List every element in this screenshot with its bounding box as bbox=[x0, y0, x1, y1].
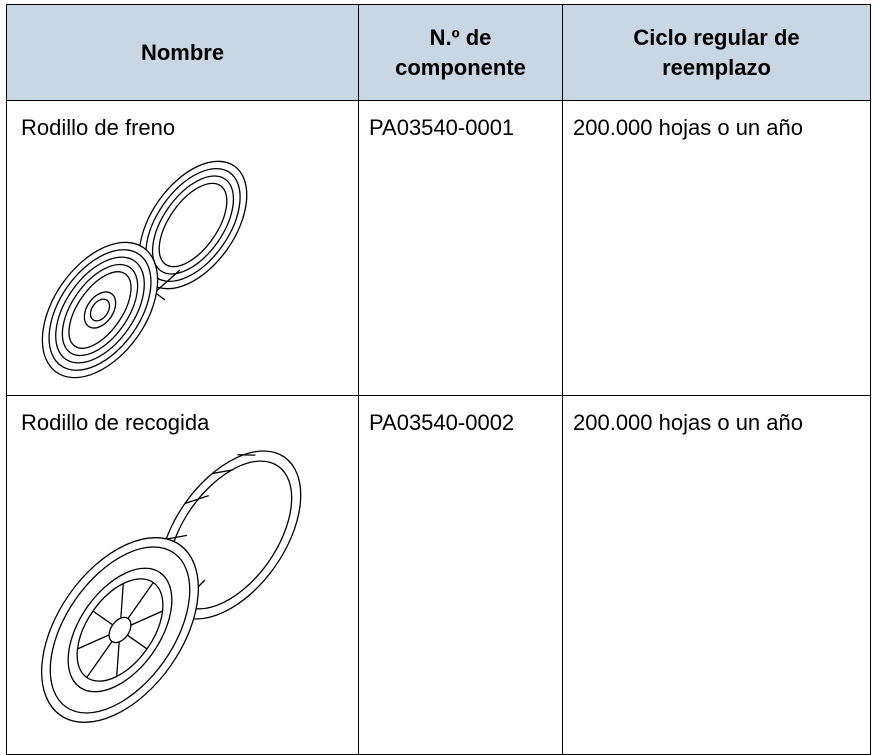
header-text: componente bbox=[395, 54, 526, 80]
cycle: 200.000 hojas o un año bbox=[573, 115, 803, 140]
cell: 200.000 hojas o un año bbox=[562, 100, 871, 396]
part-name: Rodillo de freno bbox=[21, 115, 176, 140]
header-text: N.º de bbox=[429, 24, 492, 50]
part-number: PA03540-0002 bbox=[369, 410, 515, 435]
header-text: reemplazo bbox=[662, 54, 771, 80]
part-name: Rodillo de recogida bbox=[21, 410, 210, 435]
brake-roller-illustration bbox=[41, 160, 248, 379]
cell: PA03540-0001 bbox=[358, 100, 563, 396]
pick-roller-illustration bbox=[41, 450, 302, 723]
header-text: Ciclo regular de bbox=[633, 24, 800, 50]
header-cell: N.º de componente bbox=[358, 4, 563, 101]
header-cell: Nombre bbox=[6, 4, 359, 101]
part-number: PA03540-0001 bbox=[369, 115, 515, 140]
header-text: Nombre bbox=[140, 39, 225, 65]
cell: PA03540-0002 bbox=[358, 395, 563, 755]
header-cell: Ciclo regular de reemplazo bbox=[562, 4, 871, 101]
cell: 200.000 hojas o un año bbox=[562, 395, 871, 755]
cycle: 200.000 hojas o un año bbox=[573, 410, 803, 435]
